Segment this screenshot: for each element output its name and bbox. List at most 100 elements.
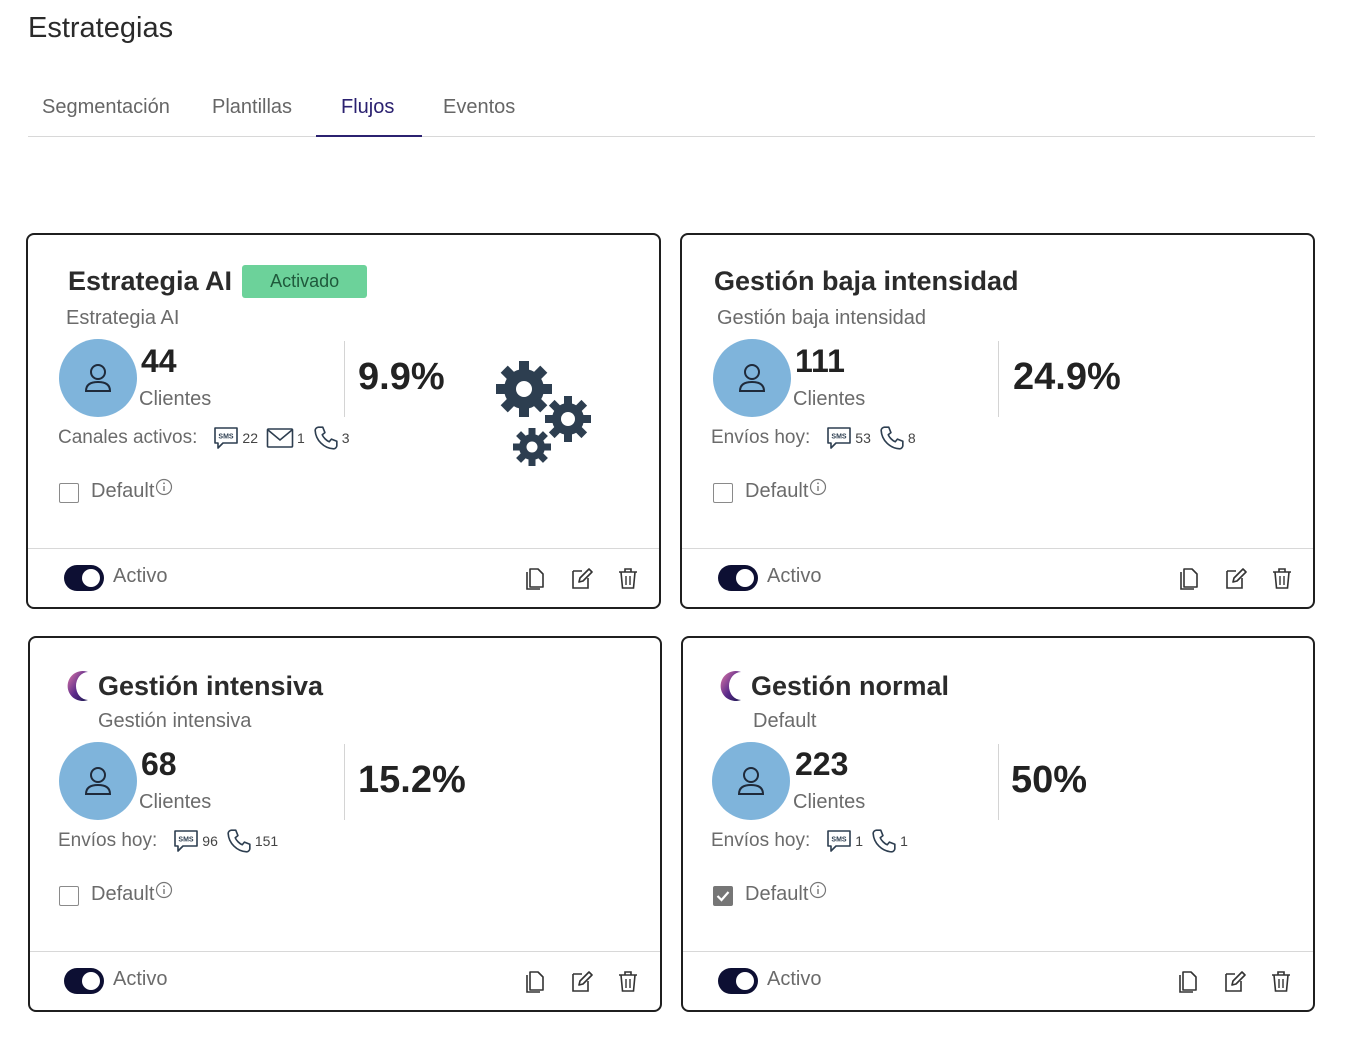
- default-label: Default: [745, 883, 809, 905]
- delete-icon[interactable]: [1270, 566, 1294, 590]
- stat-divider: [344, 744, 345, 820]
- tab-plantillas[interactable]: Plantillas: [212, 96, 293, 118]
- sms-icon: SMS: [174, 830, 199, 852]
- copy-icon[interactable]: [523, 969, 547, 993]
- page-title: Estrategias: [28, 12, 174, 44]
- card-footer: Activo: [682, 548, 1313, 607]
- copy-icon[interactable]: [1176, 969, 1200, 993]
- avatar: [712, 742, 790, 820]
- toggle-knob: [736, 569, 754, 587]
- active-tab-indicator: [316, 135, 422, 137]
- avatar: [59, 339, 137, 417]
- channel-mail: 1: [266, 427, 305, 449]
- moon-icon: [67, 671, 88, 701]
- info-icon[interactable]: [809, 478, 827, 496]
- tab-eventos[interactable]: Eventos: [443, 96, 516, 118]
- default-checkbox[interactable]: [713, 483, 733, 503]
- toggle-knob: [82, 972, 100, 990]
- status-badge: Activado: [242, 265, 368, 298]
- channels-row: Envíos hoy: SMS 96 151: [58, 828, 286, 854]
- svg-text:SMS: SMS: [179, 837, 195, 844]
- active-toggle[interactable]: [64, 565, 104, 591]
- default-label: Default: [745, 480, 809, 502]
- stat-divider: [998, 341, 999, 417]
- default-label: Default: [91, 480, 155, 502]
- delete-icon[interactable]: [616, 566, 640, 590]
- svg-text:SMS: SMS: [832, 837, 848, 844]
- delete-icon[interactable]: [616, 969, 640, 993]
- card-title: Gestión normal: [751, 670, 950, 701]
- avatar: [59, 742, 137, 820]
- svg-text:SMS: SMS: [832, 434, 848, 441]
- percent-value: 50%: [1011, 759, 1088, 801]
- card-subtitle: Gestión intensiva: [98, 710, 252, 732]
- tab-flujos[interactable]: Flujos: [341, 96, 395, 118]
- active-toggle[interactable]: [718, 565, 758, 591]
- card-title: Gestión baja intensidad: [714, 266, 1019, 296]
- info-icon[interactable]: [155, 478, 173, 496]
- card-title-row: Gestión baja intensidad: [714, 266, 1019, 297]
- client-label: Clientes: [139, 791, 212, 813]
- user-icon: [738, 364, 766, 392]
- sms-icon: SMS: [827, 830, 852, 852]
- user-icon: [737, 767, 765, 795]
- card-subtitle: Default: [753, 710, 817, 732]
- info-icon[interactable]: [809, 881, 827, 899]
- toggle-label: Activo: [113, 565, 168, 587]
- edit-icon[interactable]: [569, 566, 593, 590]
- default-label: Default: [91, 883, 155, 905]
- card-title: Gestión intensiva: [98, 670, 324, 701]
- active-toggle[interactable]: [718, 968, 758, 994]
- client-label: Clientes: [793, 791, 866, 813]
- stat-divider: [998, 744, 999, 820]
- sms-icon: SMS: [214, 427, 239, 449]
- card-subtitle: Estrategia AI: [66, 307, 180, 329]
- toggle-label: Activo: [113, 968, 168, 990]
- info-icon[interactable]: [155, 881, 173, 899]
- phone-icon: [314, 426, 338, 450]
- strategy-card-gestion-baja-intensidad[interactable]: Gestión baja intensidad Gestión baja int…: [680, 233, 1315, 609]
- edit-icon[interactable]: [1223, 566, 1247, 590]
- toggle-knob: [82, 569, 100, 587]
- gears-icon: [496, 361, 591, 466]
- delete-icon[interactable]: [1269, 969, 1293, 993]
- channel-phone: 3: [313, 425, 350, 451]
- stat-divider: [344, 341, 345, 417]
- channels-row: Envíos hoy: SMS 1 1: [711, 828, 916, 854]
- edit-icon[interactable]: [1222, 969, 1246, 993]
- channels-label: Canales activos:: [58, 427, 198, 448]
- default-checkbox[interactable]: [59, 483, 79, 503]
- copy-icon[interactable]: [523, 566, 547, 590]
- tab-segmentacion[interactable]: Segmentación: [42, 96, 170, 118]
- channels-label: Envíos hoy:: [711, 427, 811, 448]
- active-toggle[interactable]: [64, 968, 104, 994]
- channel-phone: 1: [871, 828, 908, 854]
- mail-icon: [266, 428, 294, 448]
- client-count: 223: [795, 746, 849, 782]
- default-row: Default: [713, 478, 827, 503]
- user-icon: [84, 767, 112, 795]
- percent-value: 15.2%: [358, 759, 466, 801]
- channel-sms: SMS 1: [826, 828, 863, 854]
- default-checkbox[interactable]: [59, 886, 79, 906]
- checkmark-icon: [716, 891, 730, 902]
- phone-icon: [872, 829, 896, 853]
- default-checkbox[interactable]: [713, 886, 733, 906]
- strategy-card-gestion-normal[interactable]: Gestión normal Default 223 Clientes 50% …: [681, 636, 1315, 1012]
- card-title-row: Gestión intensiva: [66, 670, 323, 702]
- sms-icon: SMS: [827, 427, 852, 449]
- toggle-label: Activo: [767, 968, 822, 990]
- channel-sms: SMS 96: [173, 828, 218, 854]
- channels-row: Envíos hoy: SMS 53 8: [711, 425, 924, 451]
- copy-icon[interactable]: [1177, 566, 1201, 590]
- edit-icon[interactable]: [569, 969, 593, 993]
- strategy-card-gestion-intensiva[interactable]: Gestión intensiva Gestión intensiva 68 C…: [28, 636, 662, 1012]
- client-count: 44: [141, 343, 177, 379]
- card-footer: Activo: [683, 951, 1313, 1010]
- user-icon: [84, 364, 112, 392]
- channel-phone: 151: [226, 828, 278, 854]
- card-title-row: Gestión normal: [719, 670, 949, 702]
- card-title: Estrategia AI: [68, 266, 233, 296]
- channels-label: Envíos hoy:: [711, 830, 811, 851]
- strategy-card-estrategia-ai[interactable]: Estrategia AI Activado Estrategia AI 44 …: [26, 233, 661, 609]
